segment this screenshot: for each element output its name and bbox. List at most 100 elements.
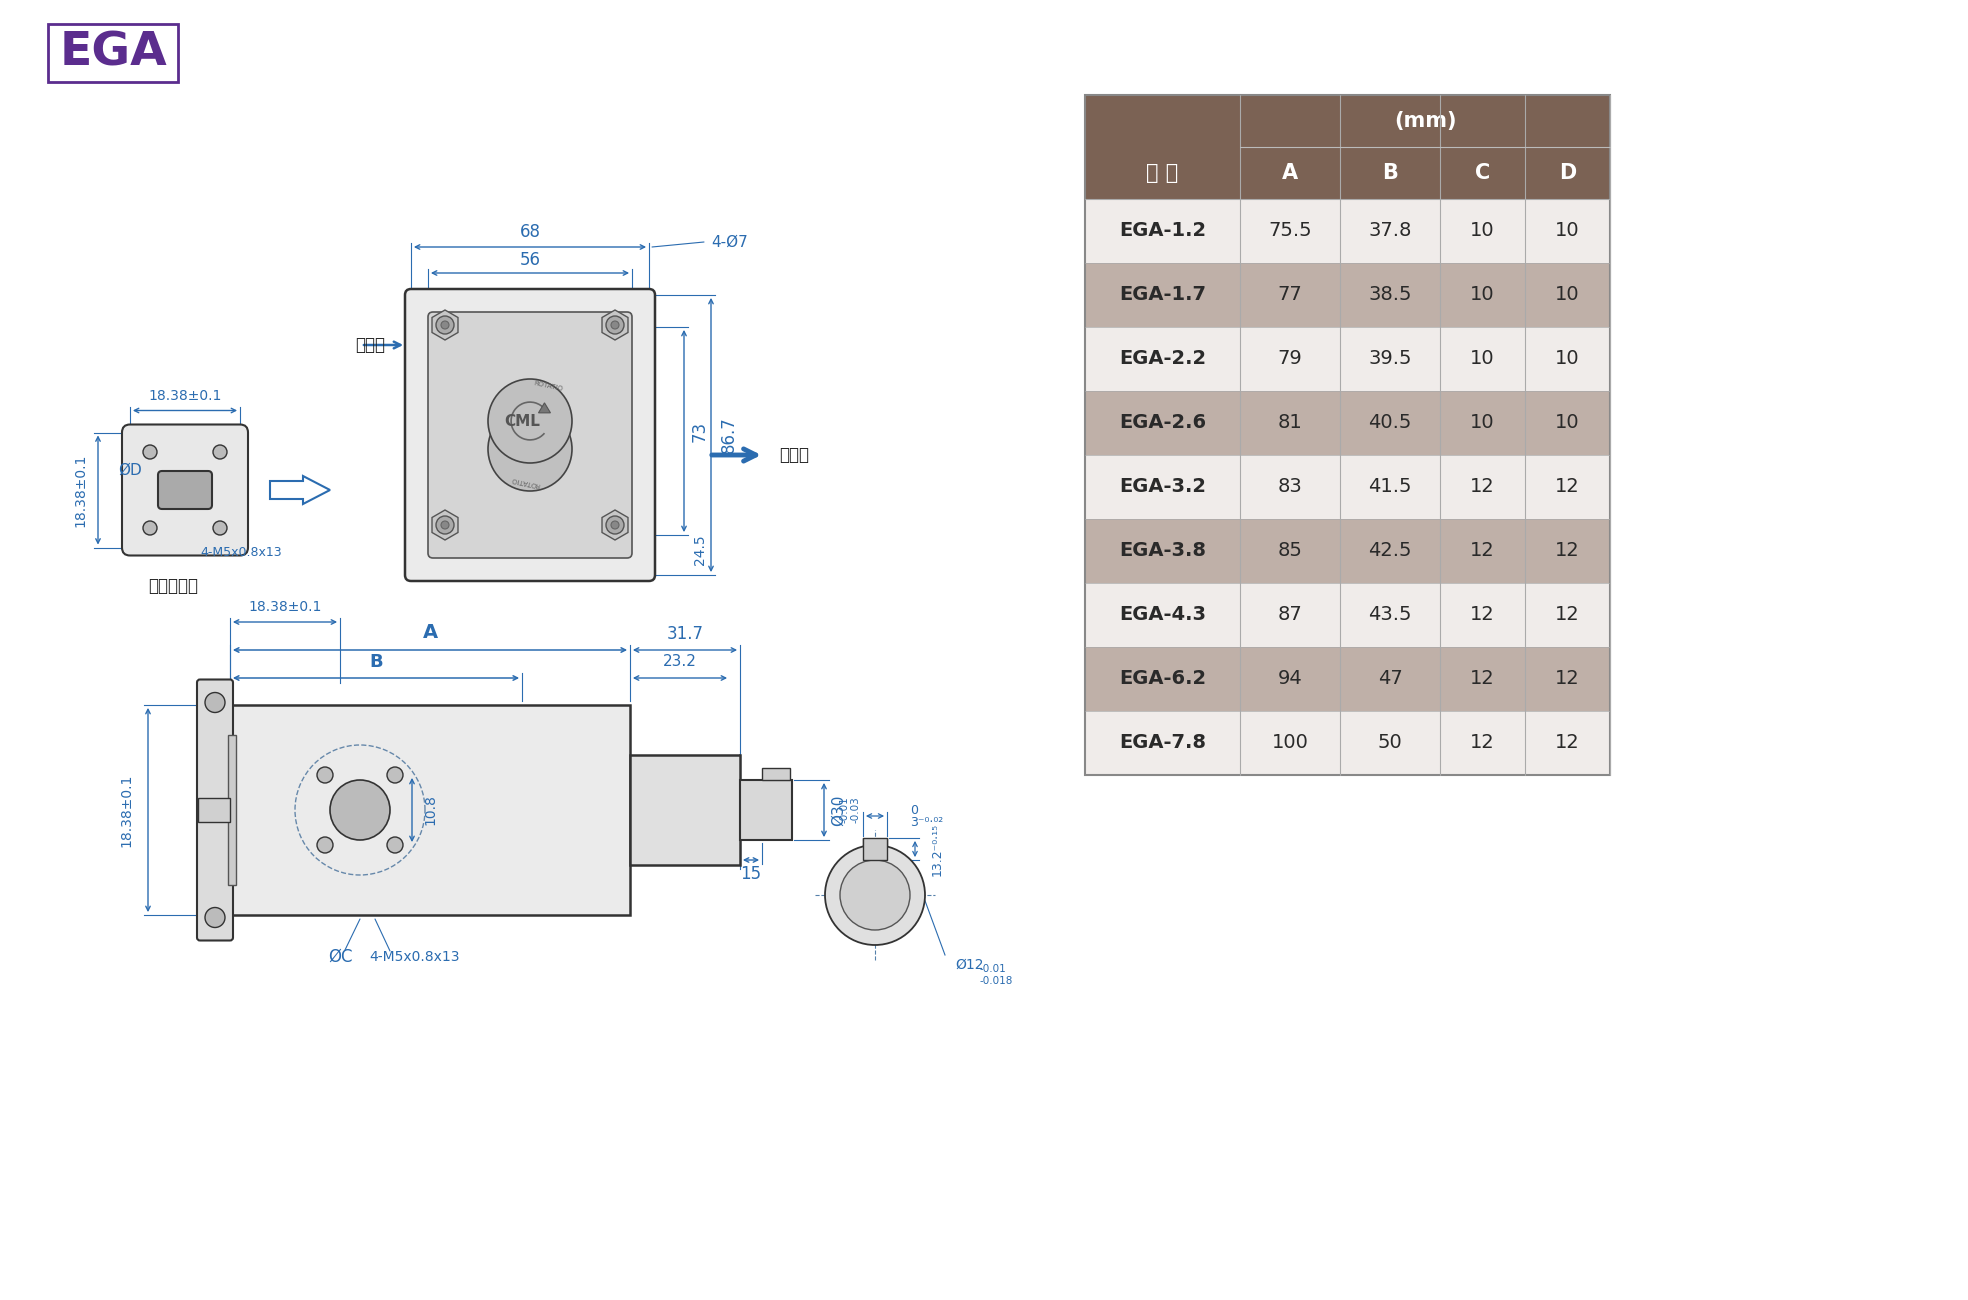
Circle shape xyxy=(437,316,455,334)
Text: EGA-3.8: EGA-3.8 xyxy=(1120,542,1206,560)
FancyBboxPatch shape xyxy=(197,680,232,940)
Circle shape xyxy=(840,861,909,930)
Text: -0.01
-0.03: -0.01 -0.03 xyxy=(838,797,860,823)
Text: ROTATIO: ROTATIO xyxy=(533,381,563,393)
Circle shape xyxy=(441,521,449,529)
Bar xyxy=(1240,455,1340,519)
Bar xyxy=(1240,582,1340,647)
Bar xyxy=(1441,519,1525,582)
Bar xyxy=(1525,147,1610,199)
Text: 40.5: 40.5 xyxy=(1368,413,1411,433)
Bar xyxy=(1084,455,1240,519)
Text: EGA-2.6: EGA-2.6 xyxy=(1120,413,1206,433)
Text: 入油口: 入油口 xyxy=(354,335,386,354)
Bar xyxy=(1240,711,1340,775)
Text: 10: 10 xyxy=(1470,221,1496,240)
Bar xyxy=(1084,391,1240,455)
Bar xyxy=(1340,328,1441,391)
Text: 0: 0 xyxy=(909,805,917,818)
Bar xyxy=(1441,647,1525,711)
Bar xyxy=(1525,582,1610,647)
Text: 87: 87 xyxy=(1277,606,1303,624)
Bar xyxy=(1441,582,1525,647)
Bar xyxy=(1240,263,1340,328)
Text: 56: 56 xyxy=(520,251,541,269)
Text: 81: 81 xyxy=(1277,413,1303,433)
Bar xyxy=(1525,647,1610,711)
Text: 12: 12 xyxy=(1555,477,1580,497)
Text: 23.2: 23.2 xyxy=(663,654,697,670)
Bar xyxy=(47,23,177,82)
Bar xyxy=(1525,391,1610,455)
Text: 12: 12 xyxy=(1555,733,1580,753)
Text: CML: CML xyxy=(504,413,539,429)
Bar xyxy=(1441,199,1525,263)
Bar xyxy=(1525,328,1610,391)
Text: 12: 12 xyxy=(1470,606,1496,624)
Bar xyxy=(1240,199,1340,263)
Text: 77: 77 xyxy=(1277,286,1303,304)
Circle shape xyxy=(213,445,226,459)
Polygon shape xyxy=(539,403,551,413)
Bar xyxy=(1340,199,1441,263)
Bar xyxy=(1340,391,1441,455)
Polygon shape xyxy=(433,510,459,540)
Text: ØC: ØC xyxy=(329,948,352,966)
Text: 18.38±0.1: 18.38±0.1 xyxy=(248,601,321,614)
Text: 10: 10 xyxy=(1555,413,1580,433)
Text: 38.5: 38.5 xyxy=(1368,286,1411,304)
Bar xyxy=(1525,455,1610,519)
Circle shape xyxy=(317,837,333,853)
Bar xyxy=(228,734,236,885)
Text: 12: 12 xyxy=(1470,670,1496,689)
Bar xyxy=(1340,455,1441,519)
Bar xyxy=(1084,647,1240,711)
Text: 3⁻⁰⋅⁰²: 3⁻⁰⋅⁰² xyxy=(909,816,943,829)
Text: 83: 83 xyxy=(1277,477,1303,497)
Polygon shape xyxy=(433,309,459,341)
Circle shape xyxy=(388,837,403,853)
Bar xyxy=(1340,147,1441,199)
Text: 86.7: 86.7 xyxy=(720,416,738,454)
Text: EGA-3.2: EGA-3.2 xyxy=(1120,477,1206,497)
Text: 43.5: 43.5 xyxy=(1368,606,1411,624)
Polygon shape xyxy=(602,309,628,341)
Bar xyxy=(1084,582,1240,647)
Text: 24.5: 24.5 xyxy=(693,534,707,566)
Circle shape xyxy=(213,521,226,536)
Circle shape xyxy=(610,521,620,529)
Bar xyxy=(1525,519,1610,582)
Bar xyxy=(1340,519,1441,582)
Text: 10.8: 10.8 xyxy=(423,794,437,826)
Text: 4-M5x0.8x13: 4-M5x0.8x13 xyxy=(370,950,461,965)
Bar xyxy=(1084,263,1240,328)
Bar xyxy=(1525,711,1610,775)
Text: EGA-6.2: EGA-6.2 xyxy=(1120,670,1206,689)
Bar xyxy=(762,768,789,780)
Text: EGA-7.8: EGA-7.8 xyxy=(1120,733,1206,753)
Bar xyxy=(1340,263,1441,328)
Bar xyxy=(864,838,888,861)
Circle shape xyxy=(437,516,455,534)
Circle shape xyxy=(441,321,449,329)
Text: A: A xyxy=(1281,162,1299,183)
Polygon shape xyxy=(270,476,331,504)
Text: EGA-2.2: EGA-2.2 xyxy=(1120,350,1206,368)
FancyBboxPatch shape xyxy=(427,312,632,558)
Text: -0.01
-0.018: -0.01 -0.018 xyxy=(980,965,1014,985)
Circle shape xyxy=(606,316,624,334)
Bar xyxy=(1525,263,1610,328)
Text: 12: 12 xyxy=(1555,670,1580,689)
Bar xyxy=(1441,711,1525,775)
Text: 50: 50 xyxy=(1378,733,1403,753)
Circle shape xyxy=(610,321,620,329)
Text: 94: 94 xyxy=(1277,670,1303,689)
Text: 12: 12 xyxy=(1470,542,1496,560)
Bar xyxy=(1340,647,1441,711)
Text: A: A xyxy=(423,623,437,641)
Text: 41.5: 41.5 xyxy=(1368,477,1411,497)
Text: 12: 12 xyxy=(1470,733,1496,753)
Text: 10: 10 xyxy=(1470,413,1496,433)
Text: 13.2⁻⁰⋅¹⁵: 13.2⁻⁰⋅¹⁵ xyxy=(931,823,943,876)
Text: Ø12: Ø12 xyxy=(954,958,984,972)
